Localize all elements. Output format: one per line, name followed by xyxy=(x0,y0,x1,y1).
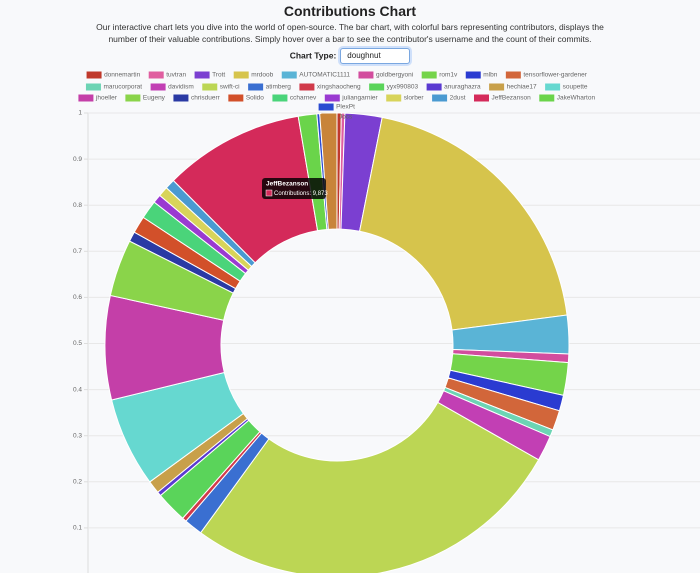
legend-swatch xyxy=(248,83,264,91)
legend-label: JakeWharton xyxy=(557,95,596,102)
legend-swatch xyxy=(148,71,164,79)
legend-swatch xyxy=(369,83,385,91)
legend-swatch xyxy=(125,94,141,102)
legend-label: xingshaocheng xyxy=(317,84,361,91)
legend-swatch xyxy=(86,71,102,79)
legend-label: Solido xyxy=(246,95,264,102)
legend-label: chrisduerr xyxy=(191,95,221,102)
doughnut-segment xyxy=(359,116,568,331)
legend-swatch xyxy=(202,83,218,91)
legend-swatch xyxy=(421,71,437,79)
legend-swatch xyxy=(173,94,189,102)
legend-row: donnemartin tuvtran Trott mrdoob AUTOMATIC11… xyxy=(86,71,588,79)
legend-swatch xyxy=(228,94,244,102)
page-title: Contributions Chart xyxy=(283,3,417,19)
control-row: Chart Type: doughnut xyxy=(0,48,700,64)
legend-label: soupette xyxy=(563,84,588,91)
legend-row: PlexPt xyxy=(318,103,355,111)
tooltip-body: Contributions: 9,873 xyxy=(274,191,328,197)
legend-swatch xyxy=(505,71,521,79)
chart-type-select[interactable]: doughnut xyxy=(340,48,411,64)
legend-label: PlexPt xyxy=(336,104,355,111)
legend-row: marucorporat davidism swift-ci atimberg xing… xyxy=(85,83,588,91)
legend-swatch xyxy=(78,94,94,102)
header: Contributions Chart Our interactive char… xyxy=(0,0,700,64)
legend-swatch xyxy=(432,94,448,102)
legend-label: atimberg xyxy=(266,84,292,91)
control-label: Chart Type: xyxy=(289,50,337,61)
legend-swatch xyxy=(150,83,166,91)
legend-label: juliangarnier xyxy=(341,95,378,102)
legend-label: davidism xyxy=(168,84,194,91)
legend-label: AUTOMATIC1111 xyxy=(299,72,350,79)
legend-label: 2dust xyxy=(450,95,466,102)
legend-label: donnemartin xyxy=(104,72,141,79)
legend-label: mrdoob xyxy=(251,72,273,79)
legend-label: swift-ci xyxy=(220,84,240,91)
y-tick-label: 0.7 xyxy=(73,248,82,255)
legend-swatch xyxy=(324,94,340,102)
y-tick-label: 1 xyxy=(78,110,82,117)
legend-label: rom1v xyxy=(439,72,458,79)
legend-label: slorber xyxy=(404,95,425,102)
legend-swatch xyxy=(321,113,337,121)
legend-swatch xyxy=(545,83,561,91)
legend-swatch xyxy=(386,94,402,102)
legend-label: goldbergyoni xyxy=(376,72,413,79)
legend-swatch xyxy=(539,94,555,102)
y-tick-label: 0.8 xyxy=(73,202,82,209)
legend-row: jhoeller Eugeny chrisduerr Solido ccharnev ju… xyxy=(78,94,596,102)
legend-swatch xyxy=(233,71,249,79)
y-tick-label: 0.6 xyxy=(73,294,82,301)
tooltip: JeffBezanson Contributions: 9,873 xyxy=(262,178,328,199)
legend-label: ccharnev xyxy=(290,95,317,102)
y-tick-label: 0.4 xyxy=(73,386,82,393)
legend-label: yyx990803 xyxy=(387,84,419,91)
legend-row: Jocs xyxy=(321,113,353,121)
legend-label: tuvtran xyxy=(166,72,186,79)
legend-label: jhoeller xyxy=(95,95,118,102)
legend-label: tensorflower-gardener xyxy=(523,72,587,79)
legend-swatch xyxy=(281,71,297,79)
legend-label: mlbn xyxy=(483,72,497,79)
legend-label: Jocs xyxy=(339,114,353,121)
legend-swatch xyxy=(299,83,315,91)
legend-swatch xyxy=(474,94,489,102)
y-tick-label: 0.5 xyxy=(73,340,82,347)
y-tick-label: 0.3 xyxy=(73,432,82,439)
legend-swatch xyxy=(465,71,481,79)
legend-label: Trott xyxy=(212,72,225,79)
legend-swatch xyxy=(358,71,374,79)
tooltip-title: JeffBezanson xyxy=(266,181,308,188)
y-tick-label: 0.9 xyxy=(73,156,82,163)
legend-swatch xyxy=(318,103,334,111)
legend-label: marucorporat xyxy=(103,84,142,91)
description: Our interactive chart lets you dive into… xyxy=(96,22,604,44)
tooltip-box xyxy=(262,178,326,199)
legend-label: hechiae17 xyxy=(507,84,537,91)
y-tick-label: 0.2 xyxy=(73,479,82,486)
legend-swatch xyxy=(85,83,101,91)
legend-label: Eugeny xyxy=(143,95,166,102)
legend-swatch xyxy=(426,83,442,91)
tooltip-swatch xyxy=(265,189,273,197)
legend-label: JeffBezanson xyxy=(492,95,532,102)
y-tick-label: 0.1 xyxy=(73,525,82,532)
doughnut-segment xyxy=(319,112,338,230)
doughnut-segment xyxy=(199,401,540,573)
legend-swatch xyxy=(272,94,288,102)
legend-swatch xyxy=(194,71,210,79)
legend-swatch xyxy=(489,83,505,91)
legend-label: anuraghazra xyxy=(444,84,481,91)
